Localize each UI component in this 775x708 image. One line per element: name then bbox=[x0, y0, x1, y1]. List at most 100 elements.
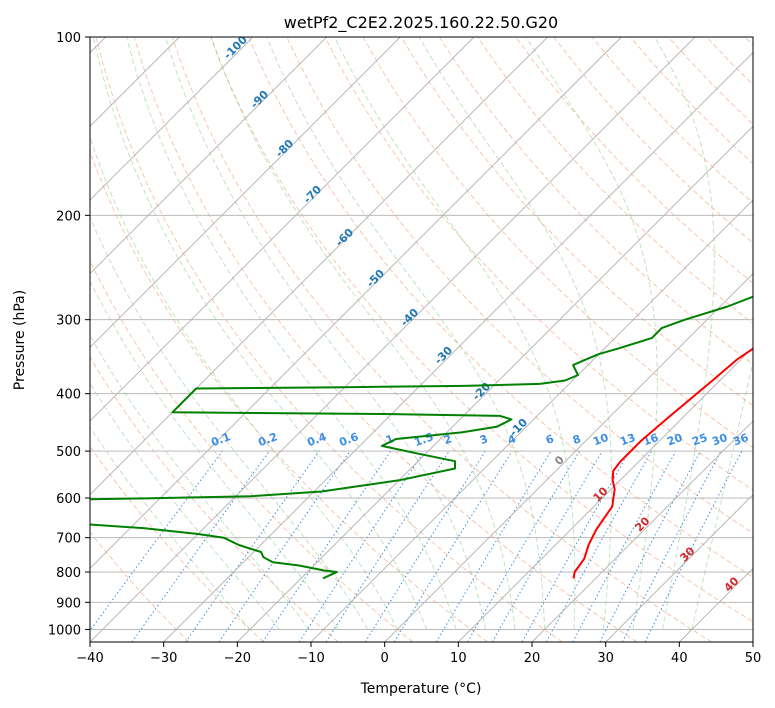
mixing-ratio-line bbox=[545, 450, 653, 642]
dry-adiabat-line bbox=[95, 37, 563, 642]
isotherm-line bbox=[90, 37, 475, 422]
isotherm-line bbox=[752, 641, 753, 642]
mixing-ratio-line bbox=[298, 450, 425, 642]
moist-adiabat-line bbox=[334, 37, 576, 630]
y-tick-label: 300 bbox=[56, 314, 81, 329]
y-tick-label: 100 bbox=[56, 31, 81, 46]
y-axis: 100 200 300 400 500 600 700 800 900 1000 bbox=[48, 31, 90, 638]
moist-adiabat-line bbox=[92, 37, 428, 630]
dry-adiabat-line bbox=[515, 37, 753, 284]
mixing-ratio-line bbox=[521, 450, 630, 642]
mixing-ratio-lines bbox=[90, 450, 743, 642]
dry-adiabat-label: 10 bbox=[591, 484, 611, 504]
y-tick-label: 700 bbox=[56, 532, 81, 547]
isotherm-line bbox=[90, 37, 622, 569]
mixing-ratio-line bbox=[393, 450, 513, 642]
isotherm-line bbox=[163, 52, 753, 642]
dry-adiabat-line bbox=[400, 37, 753, 407]
mixing-ratio-line bbox=[131, 450, 270, 642]
dry-adiabat-line bbox=[744, 37, 753, 47]
dry-adiabat-line bbox=[477, 37, 753, 325]
dry-adiabats bbox=[90, 37, 753, 642]
mixing-ratio-label: 1 bbox=[384, 432, 396, 447]
isotherm-line bbox=[90, 37, 401, 348]
y-tick-label: 200 bbox=[56, 209, 81, 224]
isotherm-line bbox=[310, 199, 753, 642]
mixing-ratio-line bbox=[262, 450, 392, 642]
dry-adiabat-line bbox=[171, 37, 712, 642]
y-tick-label: 400 bbox=[56, 388, 81, 403]
isotherm-line bbox=[531, 420, 753, 642]
dry-adiabat-line bbox=[90, 445, 264, 642]
dry-adiabat-label: -80 bbox=[273, 137, 296, 160]
moist-adiabat-line bbox=[266, 37, 546, 630]
moist-adiabat-line bbox=[90, 135, 398, 630]
y-tick-label: 600 bbox=[56, 492, 81, 507]
y-tick-label: 800 bbox=[56, 566, 81, 581]
plot-frame bbox=[89, 36, 754, 643]
mixing-ratio-label: 36 bbox=[731, 431, 750, 449]
dry-adiabat-label: -30 bbox=[432, 344, 455, 367]
dry-adiabat-label: 30 bbox=[678, 544, 698, 564]
dry-adiabat-label: -70 bbox=[301, 183, 324, 206]
dry-adiabat-label: -20 bbox=[470, 380, 493, 403]
moist-adiabat-line bbox=[164, 37, 487, 630]
isotherm-line bbox=[90, 37, 548, 496]
dry-adiabat-line bbox=[706, 37, 753, 86]
moist-adiabat-line bbox=[90, 216, 369, 630]
plot-area: -100-90-80-70-60-50-40-30-20-10010203040… bbox=[90, 37, 753, 642]
dry-adiabat-label: -40 bbox=[398, 306, 421, 329]
moist-adiabat-line bbox=[210, 37, 516, 630]
moist-adiabat-line bbox=[691, 359, 753, 630]
x-tick-label: 20 bbox=[524, 651, 541, 666]
y-tick-label: 500 bbox=[56, 445, 81, 460]
x-tick-label: 30 bbox=[597, 651, 614, 666]
curve-labels: -100-90-80-70-60-50-40-30-20-10010203040… bbox=[209, 37, 750, 595]
mixing-ratio-label: 4 bbox=[506, 432, 518, 447]
x-tick-label: 10 bbox=[450, 651, 467, 666]
y-axis-label: Pressure (hPa) bbox=[12, 290, 28, 390]
mixing-ratio-line bbox=[185, 450, 320, 642]
dewpoint-line bbox=[90, 295, 753, 580]
moist-adiabat-line bbox=[126, 37, 457, 630]
mixing-ratio-line bbox=[644, 450, 743, 642]
moist-adiabat-line bbox=[654, 37, 715, 630]
isotherm-line bbox=[458, 346, 753, 642]
dry-adiabat-line bbox=[324, 37, 753, 491]
dry-adiabat-line bbox=[210, 37, 753, 623]
mixing-ratio-line bbox=[621, 450, 722, 642]
mixing-ratio-label: 0.6 bbox=[337, 430, 360, 449]
moist-adiabat-line bbox=[90, 279, 339, 630]
moist-adiabat-line bbox=[90, 334, 310, 630]
x-axis: −40 −30 −20 −10 0 10 20 30 40 50 bbox=[76, 642, 761, 666]
dry-adiabat-line bbox=[133, 37, 638, 642]
dry-adiabat-line bbox=[90, 150, 488, 642]
isobars bbox=[90, 37, 753, 630]
dry-adiabat-line bbox=[248, 37, 753, 578]
isotherm-line bbox=[605, 494, 753, 642]
dry-adiabat-label: 0 bbox=[552, 453, 567, 468]
isotherm-line bbox=[90, 37, 696, 642]
mixing-ratio-label: 25 bbox=[690, 431, 709, 448]
series-group bbox=[90, 295, 753, 580]
mixing-ratio-line bbox=[325, 450, 450, 642]
x-tick-label: −10 bbox=[297, 651, 324, 666]
x-tick-label: 40 bbox=[671, 651, 688, 666]
dry-adiabat-label: 40 bbox=[722, 574, 742, 594]
mixing-ratio-label: 10 bbox=[591, 431, 610, 449]
mixing-ratio-line bbox=[467, 450, 580, 642]
y-tick-label: 1000 bbox=[48, 623, 81, 638]
mixing-ratio-label: 8 bbox=[571, 432, 583, 447]
mixing-ratio-line bbox=[435, 450, 552, 642]
dry-adiabat-line bbox=[439, 37, 753, 365]
mixing-ratio-label: 3 bbox=[478, 432, 490, 447]
temperature-line bbox=[572, 347, 753, 579]
dry-adiabat-line bbox=[362, 37, 753, 449]
isotherm-line bbox=[90, 37, 327, 275]
mixing-ratio-label: 13 bbox=[618, 431, 637, 448]
moist-adiabats bbox=[90, 37, 753, 630]
moist-adiabat-line bbox=[418, 37, 613, 630]
isotherm-line bbox=[237, 125, 753, 642]
dry-adiabat-label: -50 bbox=[364, 267, 387, 290]
